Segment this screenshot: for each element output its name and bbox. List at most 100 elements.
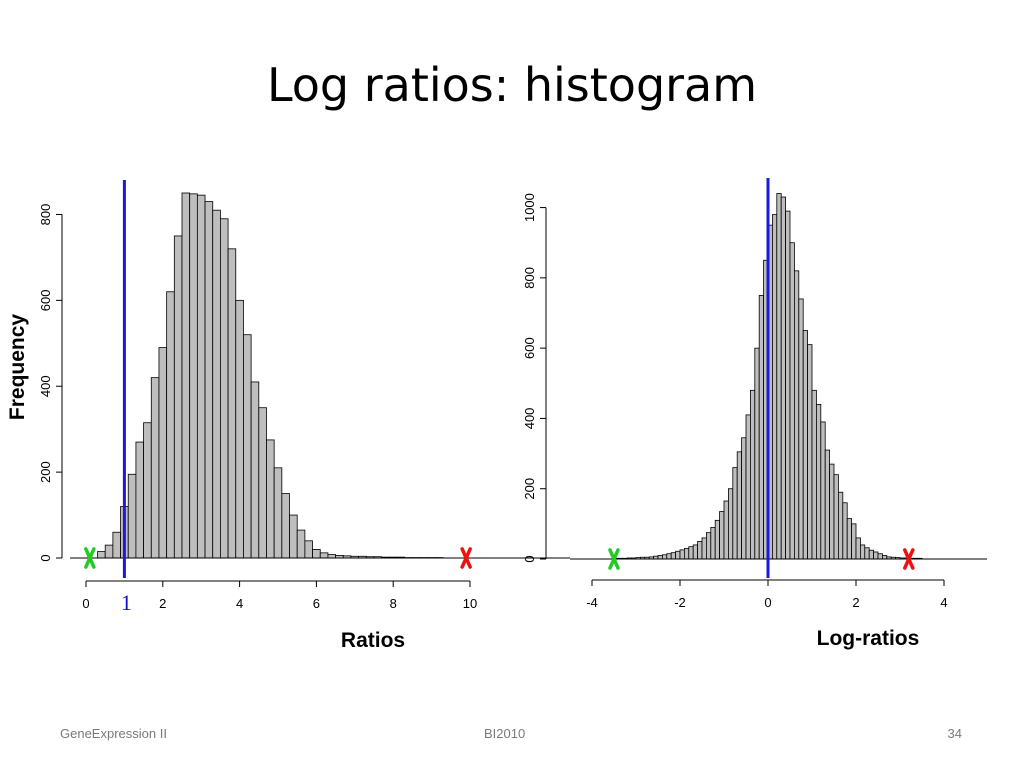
histogram-bar bbox=[745, 414, 751, 560]
x-tick-label: -2 bbox=[674, 595, 686, 610]
histogram-bar bbox=[296, 529, 306, 559]
histogram-bar bbox=[829, 463, 835, 560]
histogram-bar bbox=[736, 451, 743, 560]
y-tick-label: 0 bbox=[522, 555, 537, 562]
histogram-bar bbox=[719, 511, 725, 560]
histogram-bar bbox=[173, 235, 183, 559]
histogram-bar bbox=[833, 474, 839, 560]
y-tick-label: 400 bbox=[38, 375, 53, 397]
x-marker-icon bbox=[608, 548, 620, 570]
histogram-bar bbox=[127, 473, 137, 559]
y-axis-title: Frequency bbox=[6, 314, 29, 421]
y-tick-label: 400 bbox=[522, 408, 537, 430]
y-tick-label: 200 bbox=[38, 461, 53, 483]
histogram-bar bbox=[873, 551, 879, 560]
histogram-bar bbox=[235, 299, 244, 559]
histogram-bar bbox=[794, 270, 800, 560]
histogram-bar bbox=[196, 194, 206, 559]
histogram-bar bbox=[697, 541, 703, 560]
histogram-bar bbox=[732, 467, 738, 560]
histogram-bar bbox=[706, 532, 712, 560]
x-tick-label: 4 bbox=[236, 596, 243, 611]
x-marker-stroke bbox=[608, 548, 620, 570]
histogram-bar bbox=[158, 347, 168, 559]
histogram-bar bbox=[877, 553, 883, 560]
x-marker-stroke bbox=[460, 547, 472, 569]
histogram-bar bbox=[851, 523, 857, 560]
y-tick-label: 800 bbox=[522, 267, 537, 289]
histogram-bar bbox=[266, 439, 275, 559]
histogram-bar bbox=[798, 298, 804, 560]
x-tick-label: 2 bbox=[852, 595, 859, 610]
x-marker-icon bbox=[84, 547, 96, 569]
histogram-bar bbox=[692, 544, 699, 560]
x-tick-label: 2 bbox=[159, 596, 166, 611]
y-tick-label: 1000 bbox=[522, 193, 537, 222]
footer-center: BI2010 bbox=[484, 726, 526, 741]
y-tick-label: 200 bbox=[522, 478, 537, 500]
histogram-bar bbox=[104, 544, 114, 559]
histogram-bar bbox=[219, 218, 229, 559]
histogram-bar bbox=[820, 421, 826, 560]
histogram-bar bbox=[135, 441, 144, 559]
histogram-bar bbox=[754, 347, 760, 560]
x-tick-label: 6 bbox=[313, 596, 320, 611]
x-marker-icon bbox=[460, 547, 472, 569]
log-ratios-histogram: -4 -2 0 2 4 0 200 400 600 800 1000 Log-ratios bbox=[522, 178, 987, 650]
x-axis-title: Ratios bbox=[341, 629, 405, 652]
histogram-bar bbox=[150, 377, 160, 559]
histogram-bar bbox=[842, 502, 848, 560]
histogram-bar bbox=[750, 389, 756, 560]
histogram-bar bbox=[304, 540, 313, 559]
histogram-bar bbox=[666, 553, 672, 560]
histogram-bar bbox=[772, 214, 778, 560]
histogram-bar bbox=[728, 488, 734, 560]
slide-number: 34 bbox=[947, 726, 962, 741]
histogram-bar bbox=[846, 518, 853, 560]
histogram-bar bbox=[811, 389, 817, 560]
histogram-bar bbox=[688, 546, 694, 560]
y-tick-label: 600 bbox=[522, 337, 537, 359]
histogram-bar bbox=[319, 552, 329, 559]
histogram-bar bbox=[824, 449, 831, 560]
histogram-bar bbox=[789, 242, 795, 560]
histogram-bar bbox=[227, 248, 237, 559]
histogram-bar bbox=[143, 422, 152, 559]
histogram-bar bbox=[212, 209, 221, 559]
histogram-bar bbox=[807, 344, 813, 560]
y-tick-label: 600 bbox=[38, 290, 53, 312]
histogram-bar bbox=[97, 551, 106, 559]
x-axis-title: Log-ratios bbox=[817, 627, 920, 650]
histogram-bar bbox=[327, 554, 337, 559]
x-tick-label: 10 bbox=[463, 596, 477, 611]
x-marker-stroke bbox=[903, 548, 915, 570]
histogram-bar bbox=[181, 192, 191, 559]
histogram-bar bbox=[289, 514, 298, 559]
histogram-bar bbox=[780, 196, 787, 560]
x-tick-label: 8 bbox=[390, 596, 397, 611]
histogram-bar bbox=[838, 491, 844, 560]
histogram-bar bbox=[243, 334, 252, 559]
histogram-bar bbox=[250, 381, 260, 559]
histogram-bar bbox=[166, 291, 175, 559]
histogram-bar bbox=[882, 555, 888, 560]
histogram-bar bbox=[273, 467, 283, 559]
histogram-bar bbox=[802, 330, 809, 560]
histogram-bar bbox=[204, 201, 214, 559]
histogram-bar bbox=[723, 500, 729, 560]
histogram-bar bbox=[258, 407, 267, 559]
histogram-bar bbox=[855, 537, 861, 560]
x-tick-label: 0 bbox=[764, 595, 771, 610]
x-tick-label: 0 bbox=[82, 596, 89, 611]
y-tick-label: 800 bbox=[38, 204, 53, 226]
histogram-bar bbox=[189, 193, 198, 559]
x-marker-icon bbox=[903, 548, 915, 570]
histogram-bar bbox=[776, 193, 782, 560]
histogram-bar bbox=[714, 519, 721, 560]
slide-title: Log ratios: histogram bbox=[266, 58, 758, 112]
ratios-histogram: 0 2 4 6 8 10 0 200 400 600 800 Ratios Frequency 1 bbox=[6, 180, 570, 652]
histogram-bar bbox=[710, 526, 716, 560]
histogram-bar bbox=[816, 403, 822, 560]
x-tick-label: 4 bbox=[940, 595, 947, 610]
